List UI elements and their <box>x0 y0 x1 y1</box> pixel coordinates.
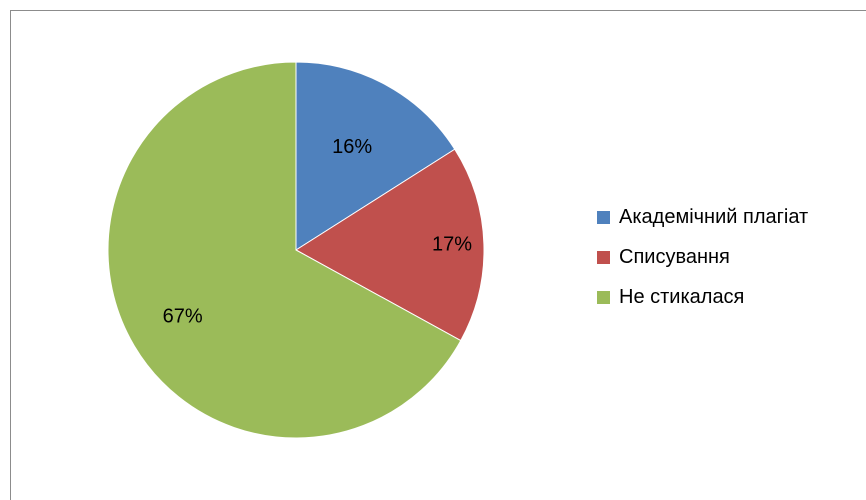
legend-swatch <box>597 290 610 304</box>
slice-cheating <box>295 148 485 342</box>
slice-academic-plagiarism <box>295 61 456 251</box>
legend-label: Не стикалася <box>619 285 745 308</box>
legend-item-cheating: Списування <box>597 237 808 277</box>
data-label: 67% <box>163 305 203 327</box>
legend-swatch <box>597 250 610 264</box>
pie-slices <box>107 61 485 439</box>
legend: Академічний плагіат Списування Не стикал… <box>597 197 808 317</box>
legend-item-academic-plagiarism: Академічний плагіат <box>597 197 808 237</box>
data-label: 16% <box>332 136 372 158</box>
pie-data-labels: 16% 17% 67% <box>163 136 473 327</box>
legend-swatch <box>597 210 610 224</box>
legend-label: Академічний плагіат <box>619 205 809 228</box>
data-label: 17% <box>432 233 472 255</box>
slice-not-encountered <box>107 61 462 439</box>
legend-label: Списування <box>619 245 730 268</box>
legend-item-not-encountered: Не стикалася <box>597 277 808 317</box>
